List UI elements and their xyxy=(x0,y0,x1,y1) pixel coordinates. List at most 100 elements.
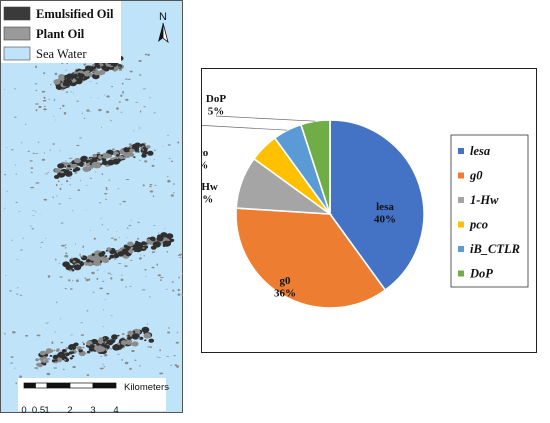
oil-speck xyxy=(172,183,175,185)
oil-speck xyxy=(4,207,6,209)
oil-speck xyxy=(42,99,47,102)
oil-speck xyxy=(176,331,179,334)
scale-tick-label: 0 xyxy=(21,405,26,413)
scale-unit-label: Kilometers xyxy=(124,382,169,393)
oil-patch xyxy=(134,250,137,253)
oil-patch xyxy=(93,161,102,169)
oil-patch xyxy=(151,238,156,242)
oil-speck xyxy=(122,200,126,203)
oil-patch xyxy=(79,163,84,167)
scale-bar xyxy=(23,382,117,389)
oil-speck xyxy=(85,278,89,282)
oil-patch xyxy=(128,249,134,254)
oil-speck xyxy=(65,160,67,162)
oil-patch xyxy=(71,355,75,358)
oil-patch xyxy=(149,243,152,245)
oil-speck xyxy=(72,279,74,282)
oil-speck xyxy=(167,331,171,334)
oil-speck xyxy=(79,137,83,139)
oil-speck xyxy=(135,101,139,103)
oil-patch xyxy=(65,264,73,271)
oil-speck xyxy=(88,162,91,164)
oil-patch xyxy=(46,351,50,355)
oil-speck xyxy=(69,184,71,186)
oil-patch xyxy=(127,241,134,247)
oil-speck xyxy=(151,266,155,269)
sea-water-swatch xyxy=(3,46,31,61)
oil-patch xyxy=(72,347,75,350)
oil-speck xyxy=(142,247,145,249)
oil-speck xyxy=(39,213,41,215)
oil-speck xyxy=(110,119,112,122)
oil-patch xyxy=(90,344,93,346)
oil-speck xyxy=(166,356,170,357)
oil-speck xyxy=(179,257,182,259)
oil-speck xyxy=(40,241,44,243)
oil-speck xyxy=(166,250,168,253)
oil-speck xyxy=(50,87,52,89)
oil-speck xyxy=(151,251,154,254)
oil-speck xyxy=(19,294,23,296)
oil-patch xyxy=(54,359,58,362)
oil-speck xyxy=(147,333,151,335)
oil-speck xyxy=(102,363,105,365)
oil-patch xyxy=(91,253,95,256)
legend-swatch xyxy=(458,172,464,179)
oil-speck xyxy=(19,375,22,379)
oil-speck xyxy=(103,309,104,311)
oil-speck xyxy=(59,107,62,110)
oil-speck xyxy=(149,190,154,193)
legend-label: 1-Hw xyxy=(470,193,499,207)
oil-speck xyxy=(29,225,33,227)
oil-speck xyxy=(64,288,67,290)
oil-patch xyxy=(73,71,78,74)
oil-patch xyxy=(82,166,91,173)
pie-slices xyxy=(235,119,425,309)
oil-patch xyxy=(87,262,94,267)
oil-speck xyxy=(39,247,42,248)
oil-speck xyxy=(45,323,49,324)
oil-speck xyxy=(89,81,92,82)
oil-speck xyxy=(68,279,71,282)
oil-patch xyxy=(71,78,77,82)
oil-speck xyxy=(54,119,56,121)
oil-speck xyxy=(149,296,151,298)
oil-speck xyxy=(146,323,148,325)
oil-patch xyxy=(105,250,108,252)
oil-speck xyxy=(154,184,158,186)
oil-speck xyxy=(159,277,164,278)
oil-speck xyxy=(90,96,92,98)
oil-speck xyxy=(68,269,73,272)
chart-legend: lesa g0 1-Hw pco iB_CTLR DoP xyxy=(458,144,520,281)
oil-speck xyxy=(83,63,86,66)
oil-speck xyxy=(47,171,50,173)
oil-speck xyxy=(103,193,108,195)
oil-speck xyxy=(170,194,174,197)
oil-speck xyxy=(80,179,81,182)
oil-speck xyxy=(167,327,171,329)
oil-speck xyxy=(109,272,111,274)
oil-patch xyxy=(101,160,108,166)
oil-speck xyxy=(57,180,60,182)
oil-patch xyxy=(137,242,143,247)
legend-label: DoP xyxy=(469,267,493,281)
oil-speck xyxy=(117,188,120,190)
oil-speck xyxy=(82,245,84,248)
oil-speck xyxy=(149,184,153,186)
oil-speck xyxy=(21,141,23,144)
oil-speck xyxy=(29,160,33,162)
oil-speck xyxy=(100,349,104,351)
oil-speck xyxy=(76,279,79,283)
emulsified-oil-swatch xyxy=(3,6,31,21)
oil-speck xyxy=(11,148,14,151)
oil-speck xyxy=(35,182,40,184)
oil-speck xyxy=(5,275,7,276)
scale-tick-label: 3 xyxy=(90,405,95,413)
oil-speck xyxy=(31,227,35,230)
oil-speck xyxy=(110,315,113,317)
oil-speck xyxy=(53,349,56,352)
oil-speck xyxy=(112,148,115,151)
oil-speck xyxy=(6,190,8,193)
oil-speck xyxy=(142,184,145,187)
